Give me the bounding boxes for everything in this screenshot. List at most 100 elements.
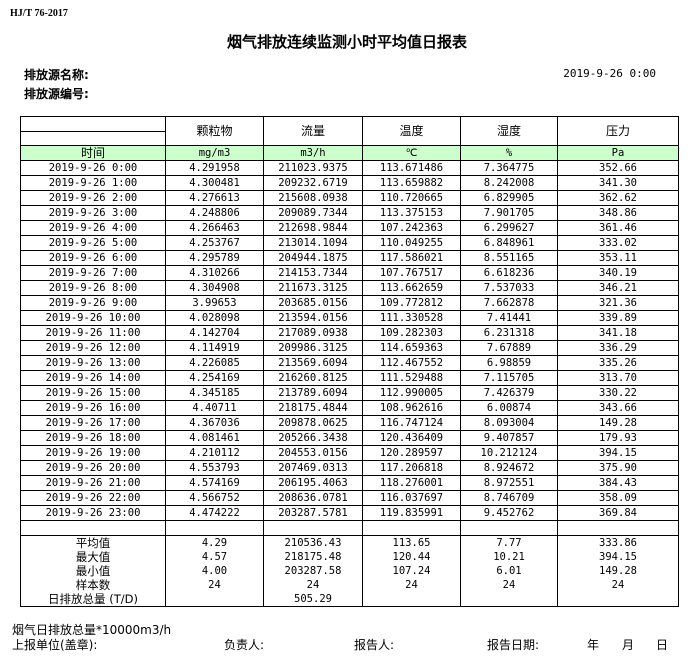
- value-cell: 4.57: [165, 550, 264, 564]
- table-row: 2019-9-26 13:00 4.226085 213569.6094 112.46…: [20, 355, 679, 371]
- value-cell: 204944.1875: [263, 250, 363, 266]
- value-cell: 7.77: [460, 535, 558, 550]
- table-row: 2019-9-26 18:00 4.081461 205266.3438 120.43…: [20, 430, 679, 446]
- row-label: 2019-9-26 6:00: [20, 250, 166, 266]
- value-cell: 394.15: [557, 445, 679, 461]
- value-cell: 4.566752: [165, 490, 264, 506]
- row-label: [20, 520, 166, 536]
- value-cell: 114.659363: [362, 340, 461, 356]
- value-cell: 209232.6719: [263, 175, 363, 191]
- value-cell: 6.01: [460, 564, 558, 578]
- table-row: 2019-9-26 17:00 4.367036 209878.0625 116.74…: [20, 415, 679, 431]
- value-cell: 335.26: [557, 355, 679, 371]
- value-cell: 204553.0156: [263, 445, 363, 461]
- value-cell: 353.11: [557, 250, 679, 266]
- value-cell: 6.00874: [460, 400, 558, 416]
- value-cell: 340.19: [557, 265, 679, 281]
- value-cell: 4.226085: [165, 355, 264, 371]
- value-cell: [460, 520, 558, 536]
- value-cell: 116.747124: [362, 415, 461, 431]
- row-label: 平均值: [20, 535, 166, 550]
- value-cell: 113.375153: [362, 205, 461, 221]
- table-row: 2019-9-26 1:00 4.300481 209232.6719 113.659…: [20, 175, 679, 191]
- value-cell: 117.206818: [362, 460, 461, 476]
- value-cell: 343.66: [557, 400, 679, 416]
- row-label: 2019-9-26 9:00: [20, 295, 166, 311]
- value-cell: 505.29: [263, 592, 363, 607]
- value-cell: 4.266463: [165, 220, 264, 236]
- value-cell: 341.18: [557, 325, 679, 341]
- value-cell: 213014.1094: [263, 235, 363, 251]
- summary-row: 日排放总量 (T/D) 505.29: [20, 592, 679, 607]
- table-row: 2019-9-26 3:00 4.248806 209089.7344 113.375…: [20, 205, 679, 221]
- value-cell: 149.28: [557, 564, 679, 578]
- table-row: 2019-9-26 4:00 4.266463 212698.9844 107.242…: [20, 220, 679, 236]
- value-cell: [557, 592, 679, 607]
- value-cell: 107.767517: [362, 265, 461, 281]
- table-row: 2019-9-26 8:00 4.304908 211673.3125 113.662…: [20, 280, 679, 296]
- time-header: 时间: [20, 145, 166, 161]
- header-corner: [20, 116, 166, 146]
- value-cell: 107.24: [362, 564, 461, 578]
- value-cell: 109.282303: [362, 325, 461, 341]
- row-label: 2019-9-26 16:00: [20, 400, 166, 416]
- value-cell: 6.829905: [460, 190, 558, 206]
- summary-row: 平均值 4.29 210536.43 113.65 7.77 333.86: [20, 535, 679, 550]
- row-label: 2019-9-26 0:00: [20, 160, 166, 176]
- value-cell: 8.093004: [460, 415, 558, 431]
- value-cell: 4.345185: [165, 385, 264, 401]
- col-header: 流量: [263, 116, 363, 146]
- year-label: 年: [587, 638, 600, 652]
- value-cell: 7.901705: [460, 205, 558, 221]
- value-cell: 4.210112: [165, 445, 264, 461]
- value-cell: 4.248806: [165, 205, 264, 221]
- value-cell: 149.28: [557, 415, 679, 431]
- value-cell: 8.746709: [460, 490, 558, 506]
- table-row: 2019-9-26 20:00 4.553793 207469.0313 117.20…: [20, 460, 679, 476]
- value-cell: 4.291958: [165, 160, 264, 176]
- value-cell: 4.300481: [165, 175, 264, 191]
- row-label: 2019-9-26 10:00: [20, 310, 166, 326]
- value-cell: 9.452762: [460, 505, 558, 521]
- value-cell: 212698.9844: [263, 220, 363, 236]
- row-label: 日排放总量 (T/D): [20, 592, 166, 607]
- month-label: 月: [622, 638, 635, 652]
- value-cell: 7.537033: [460, 280, 558, 296]
- value-cell: 341.30: [557, 175, 679, 191]
- row-label: 2019-9-26 22:00: [20, 490, 166, 506]
- value-cell: 375.90: [557, 460, 679, 476]
- value-cell: 4.574169: [165, 475, 264, 491]
- value-cell: 217089.0938: [263, 325, 363, 341]
- header-row: 颗粒物 流量 温度 湿度 压力: [20, 116, 679, 146]
- value-cell: 4.29: [165, 535, 264, 550]
- table-row: 2019-9-26 6:00 4.295789 204944.1875 117.586…: [20, 250, 679, 266]
- value-cell: 117.586021: [362, 250, 461, 266]
- value-cell: 120.436409: [362, 430, 461, 446]
- col-header: 温度: [362, 116, 461, 146]
- unit-cell: ℃: [362, 145, 461, 161]
- value-cell: 362.62: [557, 190, 679, 206]
- value-cell: 4.295789: [165, 250, 264, 266]
- value-cell: 4.253767: [165, 235, 264, 251]
- row-label: 2019-9-26 5:00: [20, 235, 166, 251]
- value-cell: 339.89: [557, 310, 679, 326]
- value-cell: 112.990005: [362, 385, 461, 401]
- row-label: 最大值: [20, 550, 166, 564]
- value-cell: 207469.0313: [263, 460, 363, 476]
- day-label: 日: [656, 638, 669, 652]
- value-cell: 6.98859: [460, 355, 558, 371]
- table-row: 2019-9-26 5:00 4.253767 213014.1094 110.049…: [20, 235, 679, 251]
- value-cell: 216260.8125: [263, 370, 363, 386]
- value-cell: [557, 520, 679, 536]
- row-label: 2019-9-26 12:00: [20, 340, 166, 356]
- value-cell: 209089.7344: [263, 205, 363, 221]
- row-label: 最小值: [20, 564, 166, 578]
- table-row: 2019-9-26 16:00 4.40711 218175.4844 108.962…: [20, 400, 679, 416]
- value-cell: 6.848961: [460, 235, 558, 251]
- value-cell: 333.02: [557, 235, 679, 251]
- value-cell: 7.115705: [460, 370, 558, 386]
- value-cell: 9.407857: [460, 430, 558, 446]
- report-title: 烟气排放连续监测小时平均值日报表: [226, 33, 467, 51]
- table-row: 2019-9-26 14:00 4.254169 216260.8125 111.52…: [20, 370, 679, 386]
- value-cell: 8.551165: [460, 250, 558, 266]
